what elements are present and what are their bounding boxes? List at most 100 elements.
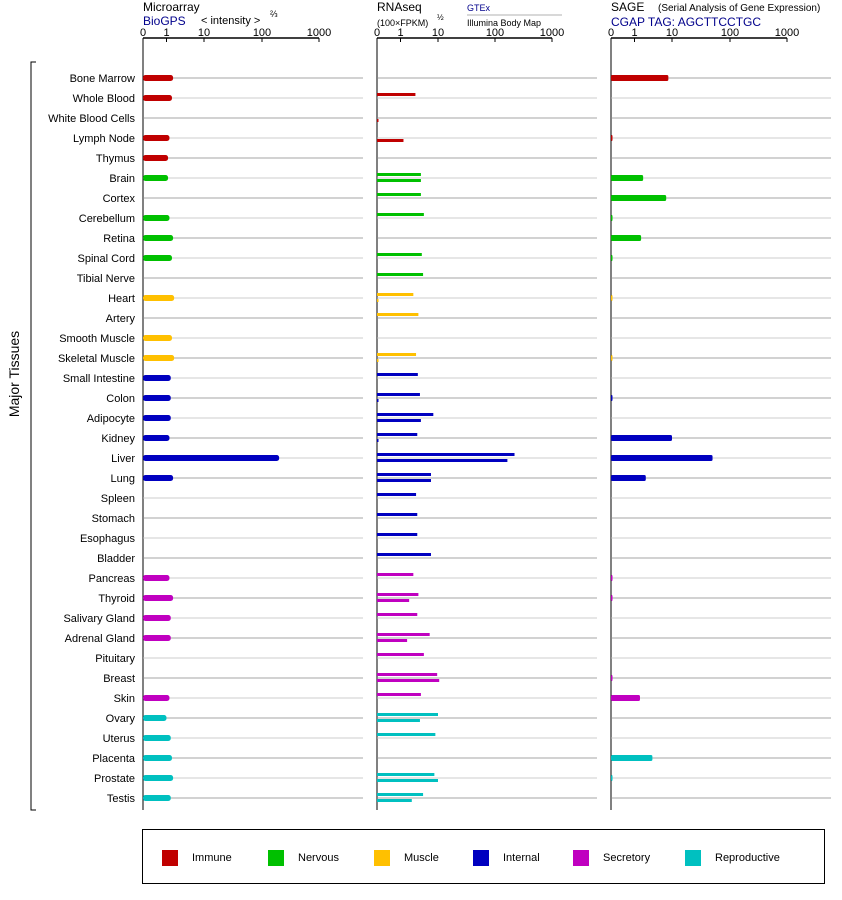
- tissue-label: Adrenal Gland: [65, 633, 135, 645]
- sage-title: SAGE: [611, 0, 644, 14]
- sage-bar: [611, 295, 613, 301]
- microarray-bar: [143, 735, 171, 741]
- tissue-label: Pancreas: [89, 573, 136, 585]
- sage-tick-label: 1000: [775, 27, 799, 39]
- microarray-bar: [143, 435, 170, 441]
- legend-item-immune: Immune: [162, 850, 232, 866]
- rnaseq-ibm-bar: [377, 479, 431, 482]
- tissue-label: Bone Marrow: [70, 73, 135, 85]
- sage-bar: [611, 255, 613, 261]
- tissue-label: Retina: [103, 233, 136, 245]
- sage-bar: [611, 435, 672, 441]
- rnaseq-ibm-bar: [377, 799, 412, 802]
- rnaseq-ibm-bar: [377, 419, 421, 422]
- rnaseq-gtex-bar: [377, 793, 424, 796]
- tissue-label: Liver: [111, 453, 135, 465]
- tissue-label: Breast: [103, 673, 135, 685]
- tissue-label: Esophagus: [80, 533, 136, 545]
- rnaseq-ibm-bar: [377, 179, 421, 182]
- tissue-label: Heart: [108, 293, 135, 305]
- tissue-label: Stomach: [92, 513, 135, 525]
- legend-item-reproductive: Reproductive: [685, 850, 780, 866]
- y-group-bracket: [30, 61, 36, 811]
- microarray-bar: [143, 215, 170, 221]
- rnaseq-gtex-bar: [377, 313, 419, 316]
- rnaseq-gtex-bar: [377, 633, 430, 636]
- legend-swatch-secretory: [573, 850, 589, 866]
- tissue-expression-chart: Microarray BioGPS < intensity > ⅔ RNAseq…: [6, 0, 831, 811]
- rnaseq-gtex-bar: [377, 513, 418, 516]
- rnaseq-ibm-bar: [377, 399, 379, 402]
- microarray-bar: [143, 135, 170, 141]
- microarray-tick-label: 1000: [307, 27, 331, 39]
- rnaseq-measure: (100×FPKM): [377, 18, 428, 28]
- tissue-label: Colon: [106, 393, 135, 405]
- rnaseq-gtex-bar: [377, 773, 435, 776]
- sage-bar: [611, 175, 644, 181]
- tissue-label: Ovary: [106, 713, 136, 725]
- rnaseq-gtex-bar: [377, 593, 419, 596]
- tissue-label: Pituitary: [95, 653, 135, 665]
- legend-label-nervous: Nervous: [298, 852, 339, 864]
- tissue-label: Skin: [114, 693, 135, 705]
- rnaseq-ibm-bar: [377, 359, 379, 362]
- legend-item-secretory: Secretory: [573, 850, 650, 866]
- sage-tick-label: 0: [608, 27, 614, 39]
- sage-bar: [611, 215, 613, 221]
- legend-swatch-internal: [473, 850, 489, 866]
- rnaseq-ibm-bar: [377, 779, 438, 782]
- rnaseq-gtex-bar: [377, 353, 417, 356]
- tissue-label: Spinal Cord: [78, 253, 135, 265]
- tissue-label: Salivary Gland: [63, 613, 135, 625]
- rnaseq-gtex-bar: [377, 533, 418, 536]
- tissue-label: Uterus: [103, 733, 136, 745]
- rnaseq-gtex-bar: [377, 713, 438, 716]
- rnaseq-gtex-bar: [377, 413, 434, 416]
- tissue-label: Smooth Muscle: [59, 333, 135, 345]
- rnaseq-gtex-bar: [377, 573, 414, 576]
- tissue-label: Thyroid: [98, 593, 135, 605]
- sage-bar: [611, 455, 713, 461]
- rnaseq-gtex-bar: [377, 253, 422, 256]
- tissue-label: Whole Blood: [73, 93, 135, 105]
- microarray-bar: [143, 715, 167, 721]
- tissue-label: Lymph Node: [73, 133, 135, 145]
- rnaseq-tick-label: 0: [374, 27, 380, 39]
- rnaseq-gtex-bar: [377, 493, 417, 496]
- legend-label-internal: Internal: [503, 852, 540, 864]
- tissue-label: Bladder: [97, 553, 135, 565]
- legend-item-nervous: Nervous: [268, 850, 339, 866]
- legend-swatch-immune: [162, 850, 178, 866]
- rnaseq-gtex-bar: [377, 193, 421, 196]
- microarray-bar: [143, 175, 169, 181]
- rnaseq-ibm-bar: [377, 299, 379, 302]
- microarray-bar: [143, 795, 171, 801]
- microarray-bar: [143, 75, 174, 81]
- rnaseq-gtex-bar: [377, 273, 424, 276]
- microarray-bar: [143, 235, 174, 241]
- tissue-label: Artery: [106, 313, 136, 325]
- legend-item-internal: Internal: [473, 850, 540, 866]
- rnaseq-gtex-bar: [377, 173, 421, 176]
- microarray-bar: [143, 595, 174, 601]
- rnaseq-ibm-bar: [377, 679, 440, 682]
- legend-swatch-reproductive: [685, 850, 701, 866]
- microarray-bar: [143, 155, 169, 161]
- microarray-bar: [143, 395, 171, 401]
- microarray-bar: [143, 295, 175, 301]
- rnaseq-ibm-bar: [377, 139, 404, 142]
- rnaseq-tick-label: 1: [397, 27, 403, 39]
- rnaseq-tick-label: 100: [486, 27, 504, 39]
- tissue-label: Testis: [107, 793, 136, 805]
- microarray-bar: [143, 775, 174, 781]
- legend-swatch-nervous: [268, 850, 284, 866]
- sage-tag: CGAP TAG: AGCTTCCTGC: [611, 15, 761, 29]
- microarray-measure: < intensity >: [201, 15, 260, 27]
- rnaseq-gtex-bar: [377, 653, 424, 656]
- rnaseq-gtex-bar: [377, 293, 414, 296]
- microarray-bar: [143, 335, 172, 341]
- microarray-bar: [143, 355, 175, 361]
- rnaseq-gtex-bar: [377, 733, 436, 736]
- rnaseq-gtex-bar: [377, 673, 438, 676]
- tissue-label: Tibial Nerve: [77, 273, 135, 285]
